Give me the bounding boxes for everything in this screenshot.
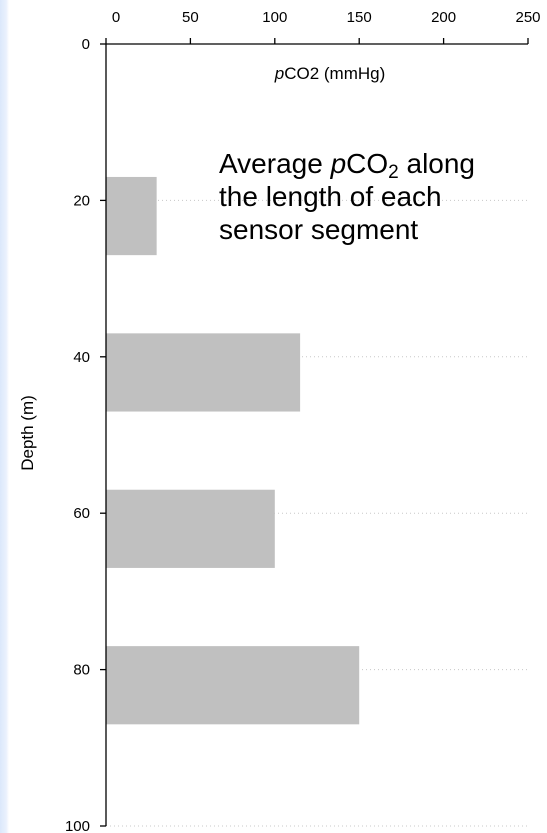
annotation-text-part: the length of each xyxy=(219,181,442,212)
y-tick-label-20: 20 xyxy=(73,192,90,209)
bars xyxy=(106,176,360,725)
bar-1 xyxy=(106,176,157,256)
y-tick-label-100: 100 xyxy=(65,818,90,833)
x-tick-label-0: 0 xyxy=(112,9,120,26)
x-tick-label-150: 150 xyxy=(347,9,372,26)
left-decorative-strip xyxy=(0,0,9,833)
axes xyxy=(100,38,529,827)
annotation-line-2: the length of each xyxy=(219,181,442,212)
x-tick-labels: 0 50 100 150 200 250 xyxy=(112,9,541,26)
y-tick-labels: 0 20 40 60 80 100 xyxy=(65,36,90,833)
x-tick-label-100: 100 xyxy=(262,9,287,26)
y-tick-label-40: 40 xyxy=(73,349,90,366)
x-axis-title-italic-p: p xyxy=(274,64,284,83)
annotation-subscript-2: 2 xyxy=(388,162,399,183)
x-tick-label-200: 200 xyxy=(431,9,456,26)
x-axis-title-rest: CO2 (mmHg) xyxy=(284,64,385,83)
bar-2 xyxy=(106,333,301,412)
annotation-italic-p: p xyxy=(330,148,347,179)
y-tick-label-0: 0 xyxy=(82,36,90,53)
x-tick-label-50: 50 xyxy=(182,9,199,26)
annotation-text-part: Average xyxy=(219,148,331,179)
annotation-text: Average pCO2 along the length of each sens… xyxy=(219,148,475,245)
y-axis-title: Depth (m) xyxy=(18,395,37,471)
bar-3 xyxy=(106,489,275,568)
y-tick-label-60: 60 xyxy=(73,505,90,522)
annotation-line-3: sensor segment xyxy=(219,214,418,245)
annotation-text-part: sensor segment xyxy=(219,214,418,245)
annotation-line-1: Average pCO2 along xyxy=(219,148,475,183)
x-axis-title: pCO2 (mmHg) xyxy=(274,64,386,83)
annotation-text-part: along xyxy=(399,148,475,179)
y-tick-label-80: 80 xyxy=(73,662,90,679)
bar-4 xyxy=(106,646,360,725)
x-tick-label-250: 250 xyxy=(515,9,540,26)
annotation-co: CO xyxy=(346,148,388,179)
